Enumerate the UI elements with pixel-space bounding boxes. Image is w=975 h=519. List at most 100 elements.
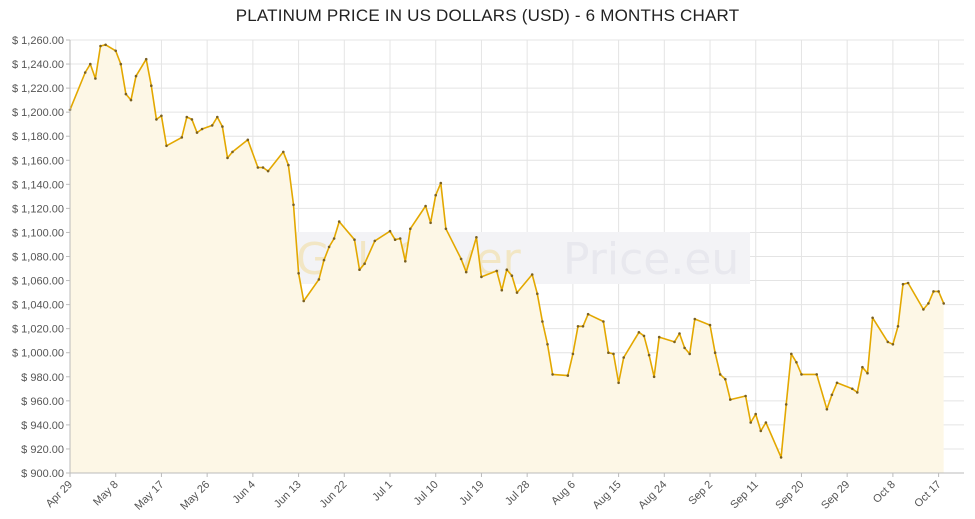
data-point <box>754 412 757 416</box>
data-point <box>327 245 331 249</box>
y-tick-label: $ 1,140.00 <box>12 179 64 191</box>
data-point <box>896 325 900 328</box>
data-point <box>297 272 300 275</box>
price-area <box>70 44 944 474</box>
y-tick-label: $ 1,080.00 <box>12 252 64 264</box>
price-points <box>68 43 945 459</box>
data-point <box>404 260 407 263</box>
data-point <box>693 317 697 321</box>
data-point <box>104 43 107 47</box>
data-point <box>551 373 554 376</box>
data-point <box>652 375 656 379</box>
data-point <box>724 377 727 381</box>
data-point <box>185 115 189 119</box>
data-point <box>388 229 392 233</box>
data-point <box>393 238 397 241</box>
data-point <box>363 262 366 266</box>
data-point <box>500 288 504 292</box>
data-point <box>830 393 834 397</box>
data-point <box>886 340 890 344</box>
y-tick-label: $ 1,260.00 <box>12 35 64 47</box>
y-tick-label: $ 900.00 <box>21 468 64 480</box>
y-tick-label: $ 920.00 <box>21 444 64 456</box>
x-tick-label: Jun 13 <box>272 479 304 511</box>
x-tick-label: May 26 <box>178 479 212 513</box>
data-point <box>165 144 168 148</box>
data-point <box>851 387 854 391</box>
data-point <box>261 166 265 169</box>
data-point <box>901 282 905 286</box>
data-point <box>150 84 153 87</box>
data-point <box>688 352 691 356</box>
data-point <box>99 44 102 48</box>
data-point <box>221 125 224 128</box>
data-point <box>602 320 605 323</box>
data-point <box>282 150 285 154</box>
data-point <box>795 361 798 364</box>
data-point <box>683 346 686 350</box>
x-tick-label: Sep 11 <box>728 479 761 512</box>
x-tick-label: May 17 <box>133 479 167 513</box>
data-point <box>134 74 138 78</box>
data-point <box>439 181 443 185</box>
watermark-silver-text: Price.eu <box>563 234 739 285</box>
data-point <box>429 221 432 225</box>
data-point <box>459 257 463 261</box>
data-point <box>673 340 676 344</box>
y-tick-label: $ 1,180.00 <box>12 131 64 143</box>
data-point <box>464 270 468 274</box>
data-point <box>144 57 148 61</box>
data-point <box>322 258 326 262</box>
data-point <box>932 290 935 293</box>
data-point <box>353 238 356 241</box>
data-point <box>871 316 874 320</box>
data-point <box>576 325 580 328</box>
data-point <box>475 236 478 239</box>
data-point <box>647 353 651 357</box>
y-tick-label: $ 1,220.00 <box>12 83 64 95</box>
data-point <box>155 118 158 121</box>
data-point <box>287 163 290 167</box>
y-tick-label: $ 1,120.00 <box>12 203 64 215</box>
x-tick-label: Aug 6 <box>549 479 578 508</box>
data-point <box>358 268 361 272</box>
data-point <box>246 138 250 142</box>
data-point <box>942 302 945 305</box>
data-point <box>398 237 402 240</box>
data-point <box>612 352 615 356</box>
data-point <box>617 381 620 385</box>
y-tick-label: $ 1,060.00 <box>12 276 64 288</box>
data-point <box>906 281 910 285</box>
x-tick-label: Oct 17 <box>912 479 943 510</box>
data-point <box>226 156 229 160</box>
x-axis-ticks: Apr 29 May 8 May 17 May 26 Jun 4 Jun 13 Jun 22… <box>44 473 944 513</box>
x-tick-label: Sep 20 <box>773 479 806 512</box>
y-tick-label: $ 1,200.00 <box>12 107 64 119</box>
data-point <box>160 114 163 118</box>
chart-title: PLATINUM PRICE IN US DOLLARS (USD) - 6 M… <box>235 6 740 25</box>
data-point <box>195 131 199 134</box>
data-point <box>856 391 859 394</box>
y-tick-label: $ 1,160.00 <box>12 155 64 167</box>
x-tick-label: Apr 29 <box>44 479 75 510</box>
data-point <box>119 62 123 66</box>
data-point <box>744 394 747 398</box>
data-point <box>94 77 97 80</box>
data-point <box>571 352 575 356</box>
data-point <box>124 92 128 96</box>
data-point <box>180 136 184 139</box>
data-point <box>373 239 377 243</box>
data-point <box>409 227 412 231</box>
x-tick-label: Sep 2 <box>686 479 715 508</box>
data-point <box>210 124 214 127</box>
data-point <box>424 204 427 208</box>
data-point <box>444 227 448 231</box>
data-point <box>718 373 722 376</box>
data-point <box>790 352 793 356</box>
data-point <box>825 408 829 411</box>
data-point <box>815 373 818 376</box>
data-point <box>581 325 585 328</box>
data-point <box>866 371 869 375</box>
